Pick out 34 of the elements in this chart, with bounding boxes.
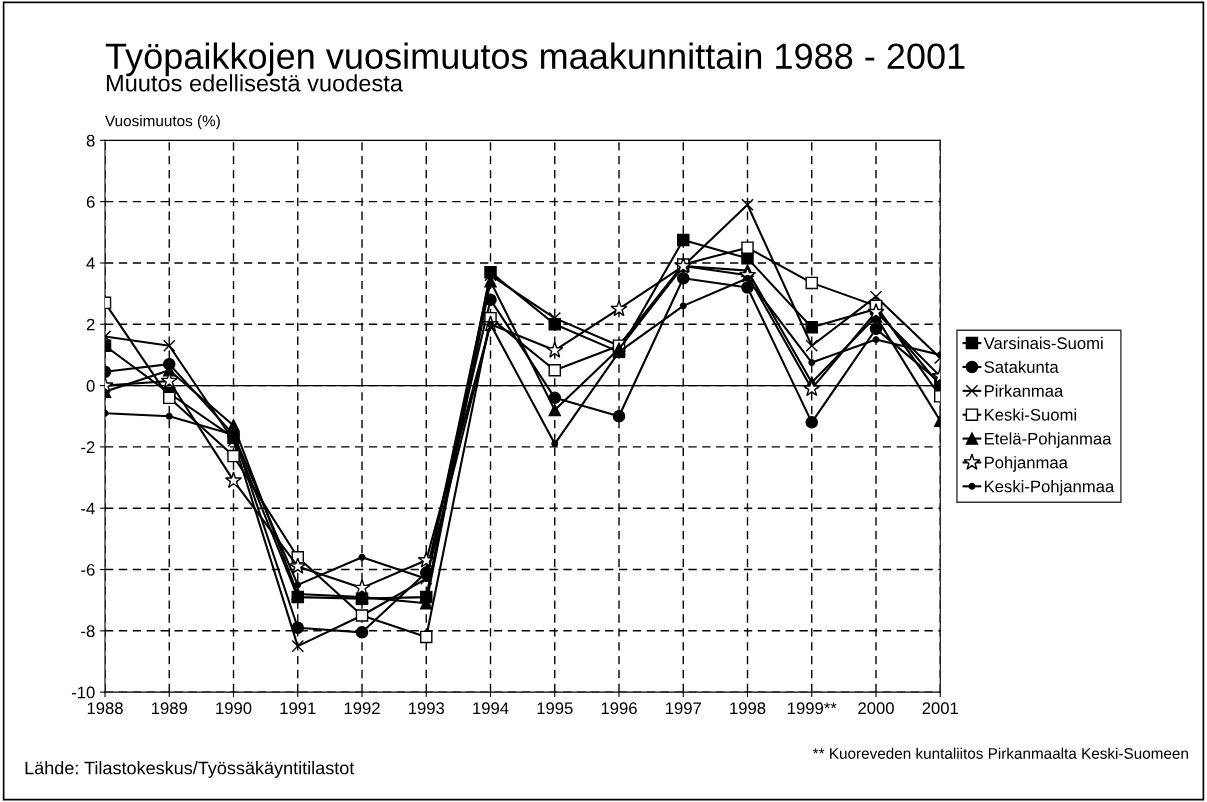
x-tick-label: 1995 bbox=[537, 702, 573, 715]
y-tick-label: 6 bbox=[86, 196, 95, 208]
x-tick-label: 1993 bbox=[408, 702, 445, 715]
x-tick-label: 1989 bbox=[151, 702, 188, 715]
y-tick-label: 2 bbox=[86, 318, 95, 331]
x-tick-label: 1996 bbox=[601, 702, 637, 715]
x-tick-label: 1990 bbox=[216, 702, 252, 715]
x-tick-label: 1992 bbox=[344, 702, 380, 715]
y-tick-label: -6 bbox=[81, 563, 95, 576]
text: ** Kuoreveden kuntaliitos Pirkanmaalta Keski-Suomeen bbox=[812, 747, 1188, 759]
legend-label: Satakunta bbox=[984, 360, 1059, 373]
text: Lähde: Tilastokeskus/Työssäkäyntitilastot bbox=[25, 761, 355, 778]
legend-label: Keski-Pohjanmaa bbox=[984, 480, 1115, 496]
y-tick-label: 8 bbox=[86, 134, 95, 147]
x-tick-label: 1998 bbox=[730, 702, 766, 715]
y-tick-label: -4 bbox=[81, 502, 95, 515]
legend-label: Keski-Suomi bbox=[984, 408, 1077, 421]
x-tick-label: 1994 bbox=[473, 702, 509, 715]
y-tick-label: -8 bbox=[81, 625, 95, 638]
y-tick-label: 0 bbox=[86, 379, 95, 392]
legend-label: Varsinais-Suomi bbox=[983, 336, 1103, 350]
x-tick-label: 1997 bbox=[665, 702, 701, 715]
y-tick-label: -2 bbox=[81, 441, 95, 453]
x-tick-label: 2000 bbox=[858, 702, 894, 715]
legend-label: Etelä-Pohjanmaa bbox=[984, 432, 1112, 448]
x-tick-label: 1988 bbox=[87, 702, 123, 715]
y-tick-label: 4 bbox=[86, 257, 95, 270]
legend-label: Pirkanmaa bbox=[984, 384, 1064, 397]
x-tick-label: 1991 bbox=[280, 702, 316, 715]
legend-label: Pohjanmaa bbox=[984, 456, 1068, 472]
x-tick-label: 2001 bbox=[922, 702, 958, 715]
x-tick-label: 1999** bbox=[788, 702, 837, 715]
y-axis-title: Vuosimuutos (%) bbox=[105, 115, 220, 130]
y-tick-label: -10 bbox=[71, 686, 95, 699]
